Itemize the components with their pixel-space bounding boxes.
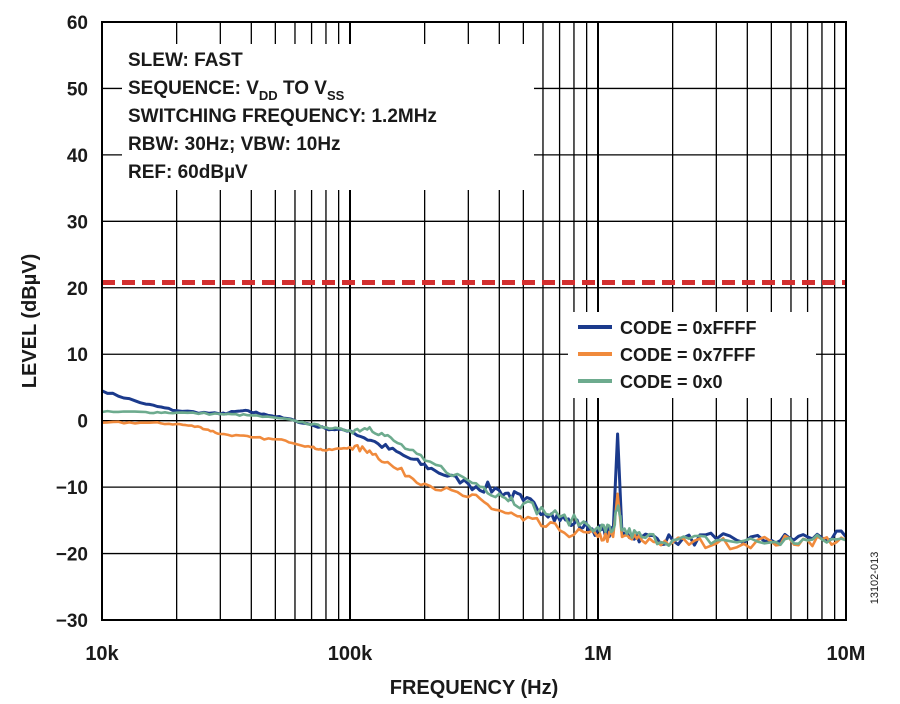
- series-line-1: [101, 420, 847, 551]
- series-layer: [101, 389, 848, 551]
- y-tick-label: 30: [67, 212, 88, 233]
- plot-frame: [101, 21, 847, 621]
- y-tick-label: 0: [77, 412, 88, 433]
- annotation-slew: SLEW: FAST: [128, 50, 243, 71]
- x-tick-label: 10k: [85, 643, 119, 665]
- y-tick-label: −20: [56, 545, 88, 566]
- legend-label-0x7fff: CODE = 0x7FFF: [620, 345, 756, 365]
- annotation-background: [122, 44, 534, 190]
- legend-label-0x0: CODE = 0x0: [620, 372, 723, 392]
- y-axis-title: LEVEL (dBµV): [19, 254, 41, 389]
- y-tick-label: −10: [56, 478, 88, 499]
- legend-label-0xffff: CODE = 0xFFFF: [620, 318, 757, 338]
- y-tick-label: 60: [67, 13, 88, 34]
- y-tick-label: 20: [67, 279, 88, 300]
- annotation-sequence: SEQUENCE: VDD TO VSS: [128, 78, 345, 103]
- figure-id: 13102-013: [869, 552, 881, 605]
- x-tick-label: 1M: [584, 643, 612, 665]
- y-tick-label: 50: [67, 79, 88, 100]
- x-axis-title: FREQUENCY (Hz): [390, 677, 559, 699]
- y-tick-label: 40: [67, 146, 88, 167]
- series-line-2: [101, 409, 847, 547]
- x-tick-label: 100k: [328, 643, 373, 665]
- annotation-rbw-vbw: RBW: 30Hz; VBW: 10Hz: [128, 134, 341, 155]
- x-tick-labels: 10k 100k 1M 10M: [85, 643, 865, 665]
- annotation-box: SLEW: FAST SEQUENCE: VDD TO VSS SWITCHIN…: [122, 44, 534, 190]
- y-tick-labels: 60 50 40 30 20 10 0 −10 −20 −30: [56, 13, 88, 632]
- y-tick-label: −30: [56, 611, 88, 632]
- legend: CODE = 0xFFFF CODE = 0x7FFF CODE = 0x0: [568, 312, 816, 398]
- y-tick-label: 10: [67, 345, 88, 366]
- x-tick-label: 10M: [827, 643, 866, 665]
- series-line-0: [101, 389, 848, 547]
- annotation-ref: REF: 60dBµV: [128, 162, 248, 183]
- annotation-switching-frequency: SWITCHING FREQUENCY: 1.2MHz: [128, 106, 437, 127]
